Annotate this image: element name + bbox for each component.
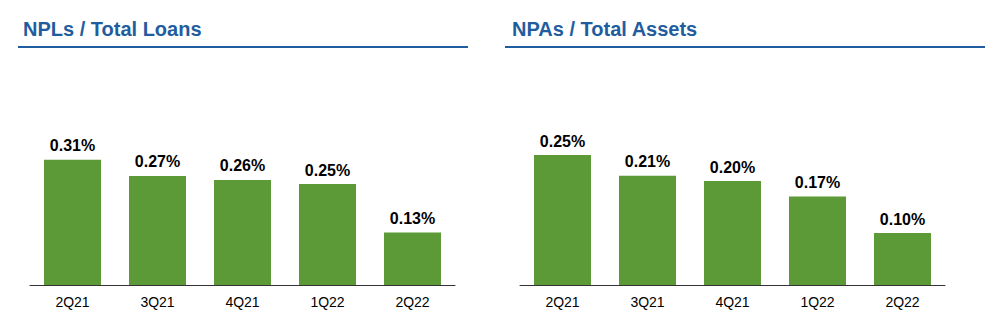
svg-text:2Q22: 2Q22 xyxy=(395,294,429,310)
svg-text:2Q21: 2Q21 xyxy=(545,294,579,310)
svg-text:1Q22: 1Q22 xyxy=(310,294,344,310)
svg-text:NPLs / Total Loans: NPLs / Total Loans xyxy=(23,18,202,40)
svg-text:0.17%: 0.17% xyxy=(795,174,840,191)
svg-text:0.21%: 0.21% xyxy=(625,153,670,170)
svg-text:3Q21: 3Q21 xyxy=(140,294,174,310)
svg-text:2Q21: 2Q21 xyxy=(55,294,89,310)
svg-text:0.27%: 0.27% xyxy=(135,153,180,170)
svg-text:4Q21: 4Q21 xyxy=(225,294,259,310)
svg-text:0.26%: 0.26% xyxy=(220,157,265,174)
svg-text:0.31%: 0.31% xyxy=(50,137,95,154)
svg-text:0.25%: 0.25% xyxy=(540,133,585,150)
svg-text:3Q21: 3Q21 xyxy=(630,294,664,310)
svg-text:2Q22: 2Q22 xyxy=(885,294,919,310)
svg-text:0.20%: 0.20% xyxy=(710,159,755,176)
svg-text:4Q21: 4Q21 xyxy=(715,294,749,310)
svg-text:0.13%: 0.13% xyxy=(390,210,435,227)
svg-text:1Q22: 1Q22 xyxy=(800,294,834,310)
svg-text:NPAs / Total Assets: NPAs / Total Assets xyxy=(512,18,697,40)
svg-text:0.10%: 0.10% xyxy=(880,211,925,228)
svg-text:0.25%: 0.25% xyxy=(305,162,350,179)
